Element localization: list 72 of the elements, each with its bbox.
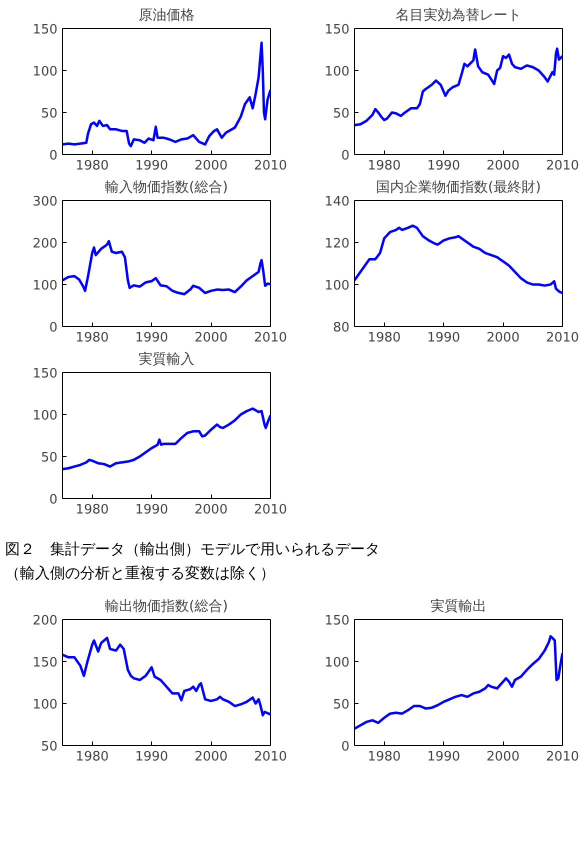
x-tick-label: 2010: [254, 502, 288, 518]
x-tick-label: 2000: [486, 330, 520, 346]
x-tick-label: 2000: [486, 750, 520, 764]
chart-title: 輸入物価指数(総合): [105, 180, 228, 196]
y-tick-label: 200: [32, 614, 58, 628]
y-tick-label: 120: [324, 236, 350, 252]
y-tick-label: 0: [341, 148, 350, 164]
line-series: [354, 47, 562, 126]
y-tick-label: 0: [49, 320, 58, 336]
y-tick-label: 100: [32, 64, 58, 80]
x-tick-label: 1990: [135, 502, 168, 518]
text: （輸入側の分析と重複する変数は除く）: [5, 566, 275, 582]
x-tick-label: 2010: [546, 750, 580, 764]
y-tick-label: 100: [324, 656, 350, 670]
x-tick-label: 1990: [135, 330, 168, 346]
y-tick-label: 200: [32, 236, 58, 252]
x-tick-label: 2000: [194, 330, 228, 346]
x-tick-label: 1990: [427, 330, 460, 346]
chart-title: 実質輸出: [430, 598, 486, 614]
x-tick-label: 2010: [254, 330, 288, 346]
y-tick-label: 0: [341, 740, 350, 754]
y-tick-label: 100: [32, 698, 58, 712]
line-series: [62, 407, 270, 470]
x-tick-label: 1980: [368, 330, 401, 346]
y-tick-label: 150: [32, 656, 58, 670]
y-tick-label: 0: [49, 148, 58, 164]
x-tick-label: 2000: [194, 502, 228, 518]
x-tick-label: 1980: [368, 158, 401, 174]
line-series: [62, 42, 270, 148]
x-tick-label: 1990: [427, 750, 460, 764]
y-tick-label: 150: [32, 22, 58, 38]
line-series: [354, 224, 562, 294]
chart-title: 原油価格: [138, 8, 194, 24]
caption: 図２ 集計データ（輸出側）モデルで用いられるデータ: [5, 542, 380, 558]
y-tick-label: 50: [40, 740, 58, 754]
x-tick-label: 1990: [135, 750, 168, 764]
y-tick-label: 140: [324, 194, 350, 210]
line-series: [62, 636, 270, 717]
line-series: [62, 240, 270, 296]
y-tick-label: 50: [332, 106, 350, 122]
y-tick-label: 80: [332, 320, 350, 336]
y-tick-label: 50: [40, 450, 58, 466]
x-tick-label: 2000: [486, 158, 520, 174]
chart-title: 名目実効為替レート: [396, 8, 522, 24]
x-tick-label: 1980: [76, 750, 109, 764]
chart-title: 国内企業物価指数(最終財): [376, 180, 541, 196]
x-tick-label: 2010: [546, 158, 580, 174]
y-tick-label: 50: [332, 698, 350, 712]
x-tick-label: 1980: [76, 158, 109, 174]
line-series: [354, 635, 562, 730]
y-tick-label: 300: [32, 194, 58, 210]
x-tick-label: 1990: [427, 158, 460, 174]
y-tick-label: 50: [40, 106, 58, 122]
chart-title: 実質輸入: [138, 352, 194, 368]
x-tick-label: 2010: [254, 750, 288, 764]
y-tick-label: 100: [32, 408, 58, 424]
x-tick-label: 2000: [194, 158, 228, 174]
y-tick-label: 0: [49, 492, 58, 508]
x-tick-label: 2000: [194, 750, 228, 764]
y-tick-label: 100: [324, 278, 350, 294]
y-tick-label: 150: [324, 22, 350, 38]
x-tick-label: 1980: [76, 502, 109, 518]
x-tick-label: 1990: [135, 158, 168, 174]
x-tick-label: 2010: [546, 330, 580, 346]
x-tick-label: 1980: [76, 330, 109, 346]
y-tick-label: 100: [324, 64, 350, 80]
y-tick-label: 150: [32, 366, 58, 382]
x-tick-label: 2010: [254, 158, 288, 174]
x-tick-label: 1980: [368, 750, 401, 764]
y-tick-label: 150: [324, 614, 350, 628]
chart-title: 輸出物価指数(総合): [105, 598, 228, 614]
y-tick-label: 100: [32, 278, 58, 294]
